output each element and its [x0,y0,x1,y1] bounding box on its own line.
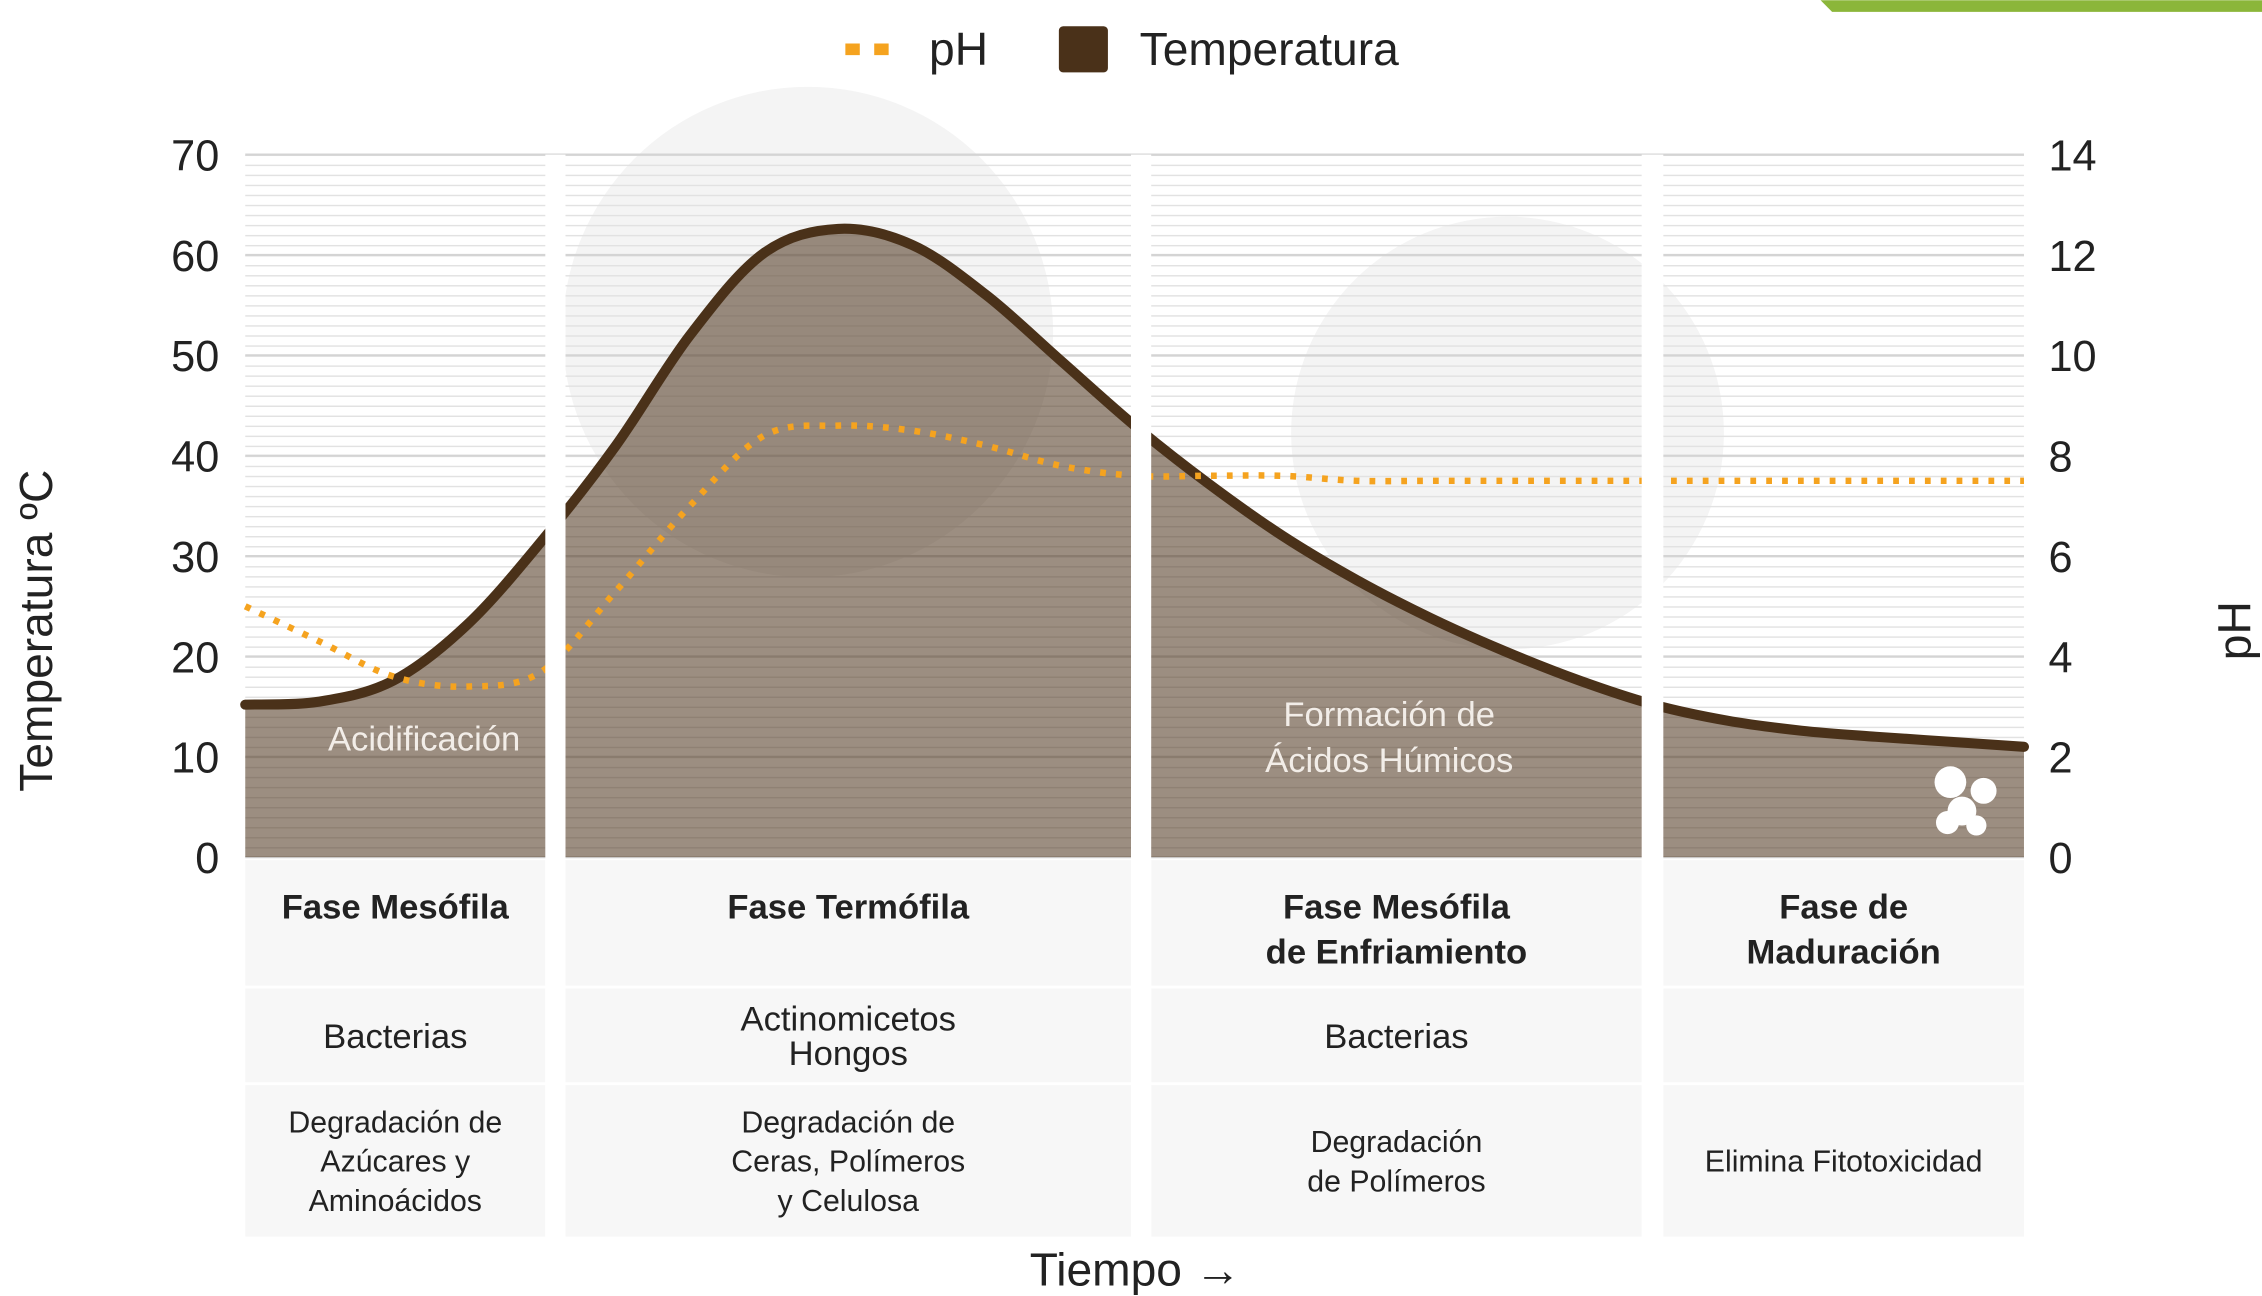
y2-tick-label: 12 [2048,233,2096,281]
legend-label: pH [929,23,988,75]
table-cell [565,860,1131,986]
icon-part [1934,766,1967,799]
table-cell [1663,860,2024,986]
y-axis-label: Temperatura ºC [10,470,62,792]
table-text: Fase de [1779,889,1908,927]
y2-tick-label: 2 [2048,735,2072,783]
table-cell [245,1085,546,1237]
table-text: Elimina Fitotoxicidad [1705,1146,1983,1179]
table-text: Hongos [789,1035,908,1073]
table-cell [565,1085,1131,1237]
phase-separator [1641,154,1664,1237]
y2-tick-label: 4 [2048,634,2072,682]
legend-label: Temperatura [1140,23,1399,75]
annotation: Acidificación [328,720,520,758]
table-text: Fase Termófila [727,889,969,927]
annotation: Ácidos Húmicos [1265,741,1513,780]
y-tick-label: 40 [171,434,219,482]
table-text: Bacterias [323,1018,467,1056]
icon-part [1970,777,1997,804]
table-text: y Celulosa [778,1185,920,1218]
legend-swatch [1058,26,1108,73]
phase-separator [1131,154,1152,1237]
table-text: Ceras, Polímeros [731,1146,965,1179]
temperature-line [240,223,2030,752]
annotation: Formación de [1283,696,1495,734]
table-cell [565,988,1131,1083]
y-tick-label: 70 [171,132,219,180]
table-text: de Enfriamiento [1266,934,1528,972]
y2-tick-label: 14 [2048,132,2096,180]
y2-tick-label: 8 [2048,434,2072,482]
table-cell [245,860,546,986]
table-text: Degradación [1311,1126,1483,1159]
table-cell [1663,988,2024,1083]
x-axis-label: Tiempo → [1030,1244,1241,1296]
y2-tick-label: 0 [2048,835,2072,883]
y-tick-label: 0 [195,835,219,883]
table-text: Actinomicetos [741,1000,956,1038]
table-cell [245,988,546,1083]
corner-decoration [1820,0,2262,12]
table-text: Fase Mesófila [1283,889,1511,927]
table-text: Fase Mesófila [282,889,510,927]
phase-separator [545,154,566,1237]
icon-part [1966,815,1987,836]
y2-axis-label: pH [2208,601,2260,660]
table-text: Azúcares y [320,1146,471,1179]
icon-part [1935,811,1960,835]
y2-tick-label: 10 [2048,333,2096,381]
y2-tick-label: 6 [2048,534,2072,582]
table-cell [1151,860,1642,986]
table-cell [1151,988,1642,1083]
y-tick-label: 20 [171,634,219,682]
table-text: Aminoácidos [309,1185,482,1218]
compost-icon [1934,766,1997,836]
table-text: Degradación de [741,1106,955,1139]
table-cell [1663,1085,2024,1237]
y-tick-label: 50 [171,333,219,381]
table-text: de Polímeros [1307,1165,1485,1198]
y-tick-label: 10 [171,735,219,783]
y-tick-label: 60 [171,233,219,281]
table-text: Degradación de [288,1106,502,1139]
phase-table: Fase Mesófila Bacterias Degradación de Azúc… [245,860,2024,1237]
table-text: Bacterias [1324,1018,1468,1056]
y-tick-label: 30 [171,534,219,582]
table-cell [1151,1085,1642,1237]
table-text: Maduración [1747,934,1941,972]
